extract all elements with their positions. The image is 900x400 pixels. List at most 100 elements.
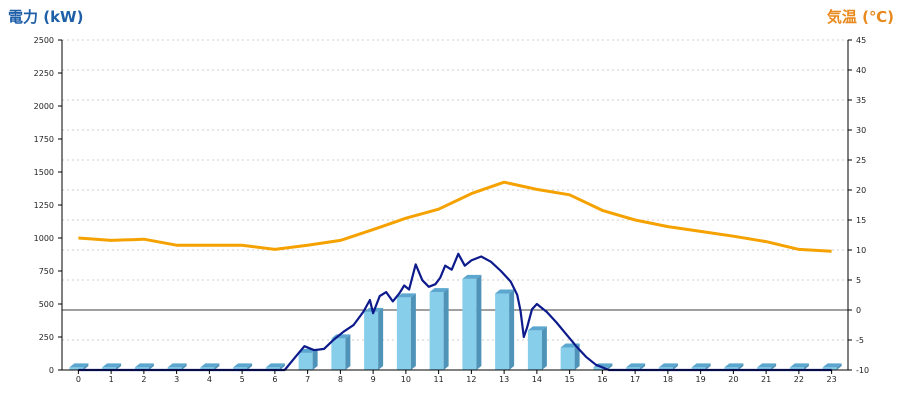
bar-side: [181, 363, 187, 370]
x-tick-label: 2: [141, 375, 146, 384]
x-tick-label: 6: [272, 375, 277, 384]
bar-top: [102, 363, 122, 368]
bar: [69, 363, 89, 370]
bar: [462, 274, 482, 370]
axes: 02505007501000125015001750200022502500-1…: [34, 36, 869, 384]
bar-top: [527, 326, 547, 331]
right-tick-label: 0: [856, 306, 861, 315]
bar: [626, 363, 646, 370]
bar-top: [429, 288, 449, 293]
bar: [167, 363, 187, 370]
left-tick-label: 0: [49, 366, 54, 375]
bar-top: [658, 363, 678, 368]
bar-side: [541, 326, 547, 370]
bar-top: [626, 363, 646, 368]
bar-side: [476, 274, 482, 370]
bar-front: [626, 367, 641, 370]
left-tick-label: 750: [39, 267, 54, 276]
left-tick-label: 500: [39, 300, 54, 309]
bar-front: [724, 367, 739, 370]
x-tick-label: 0: [76, 375, 81, 384]
x-tick-label: 7: [305, 375, 310, 384]
bar: [298, 348, 318, 370]
right-axis-title: 気温 (℃): [827, 8, 894, 26]
x-tick-label: 5: [240, 375, 245, 384]
bar-top: [462, 274, 482, 279]
bar: [396, 293, 416, 370]
x-tick-label: 16: [597, 375, 607, 384]
bar-top: [789, 363, 809, 368]
x-tick-label: 21: [761, 375, 771, 384]
bar: [102, 363, 122, 370]
bar-side: [345, 334, 351, 370]
left-tick-label: 1500: [34, 168, 54, 177]
bar-side: [83, 363, 89, 370]
right-tick-label: -5: [856, 336, 864, 345]
bar-front: [134, 367, 149, 370]
right-tick-label: -10: [856, 366, 869, 375]
right-tick-label: 25: [856, 156, 866, 165]
bar-front: [265, 367, 280, 370]
bar: [789, 363, 809, 370]
left-tick-label: 1250: [34, 201, 54, 210]
bar-side: [640, 363, 646, 370]
bar-front: [691, 367, 706, 370]
bar: [658, 363, 678, 370]
bar-side: [247, 363, 253, 370]
bar-side: [410, 293, 416, 370]
bar-front: [495, 293, 510, 370]
bar-top: [167, 363, 187, 368]
bar: [495, 289, 515, 370]
bar-side: [803, 363, 809, 370]
bar-front: [527, 330, 542, 370]
x-tick-label: 20: [728, 375, 738, 384]
bar: [822, 363, 842, 370]
bar-front: [789, 367, 804, 370]
bar-front: [462, 278, 477, 370]
left-tick-label: 1000: [34, 234, 54, 243]
bar-front: [593, 367, 608, 370]
x-tick-label: 22: [794, 375, 804, 384]
right-tick-label: 20: [856, 186, 866, 195]
right-tick-label: 5: [856, 276, 861, 285]
left-tick-label: 1750: [34, 135, 54, 144]
bar: [200, 363, 220, 370]
x-tick-label: 23: [827, 375, 837, 384]
bar-side: [771, 363, 777, 370]
bar-front: [757, 367, 772, 370]
bar-side: [378, 307, 384, 370]
bar-top: [757, 363, 777, 368]
bar-front: [364, 311, 379, 370]
x-tick-label: 19: [696, 375, 706, 384]
bar-top: [691, 363, 711, 368]
power-line: [78, 252, 832, 372]
bar-side: [672, 363, 678, 370]
bar-top: [200, 363, 220, 368]
bar-top: [233, 363, 253, 368]
left-tick-label: 2000: [34, 102, 54, 111]
left-tick-label: 250: [39, 333, 54, 342]
bar-front: [331, 338, 346, 370]
bar: [134, 363, 154, 370]
x-tick-label: 9: [371, 375, 376, 384]
bar-top: [822, 363, 842, 368]
bar-side: [214, 363, 220, 370]
x-tick-label: 1: [109, 375, 114, 384]
x-tick-label: 3: [174, 375, 179, 384]
bar-side: [116, 363, 122, 370]
bar-side: [279, 363, 285, 370]
bar-side: [148, 363, 154, 370]
bar-front: [396, 297, 411, 370]
grid: [62, 39, 848, 371]
x-tick-label: 10: [401, 375, 411, 384]
bar-front: [233, 367, 248, 370]
left-tick-label: 2500: [34, 36, 54, 45]
bar-front: [822, 367, 837, 370]
x-tick-label: 17: [630, 375, 640, 384]
bar: [364, 307, 384, 370]
bar-side: [312, 348, 318, 370]
right-tick-label: 30: [856, 126, 866, 135]
right-tick-label: 40: [856, 66, 866, 75]
bar-front: [69, 367, 84, 370]
